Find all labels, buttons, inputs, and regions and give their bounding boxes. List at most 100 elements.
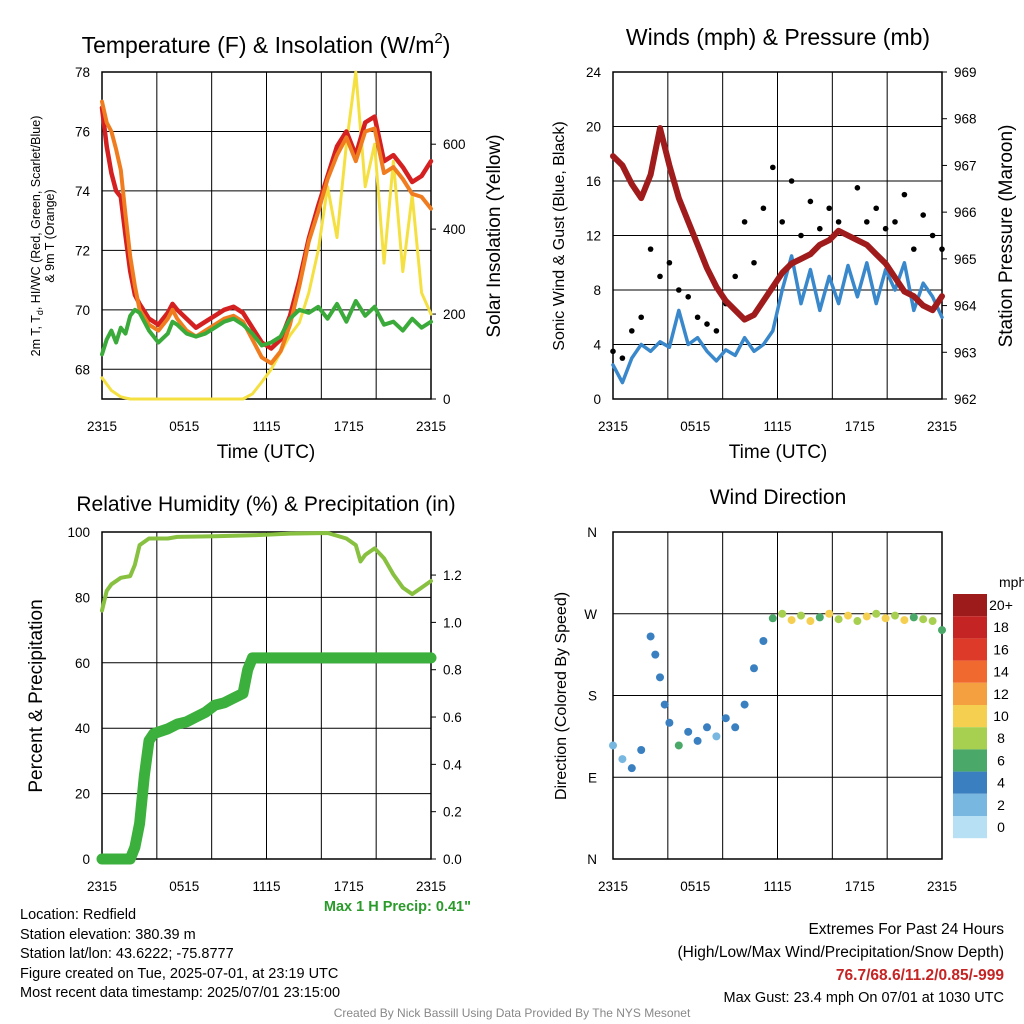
direction-point bbox=[778, 609, 787, 618]
y2-tick-label: 969 bbox=[954, 65, 977, 80]
dewpoint-line bbox=[100, 298, 433, 357]
y-tick-label: 68 bbox=[75, 362, 90, 377]
y-tick-label: 76 bbox=[75, 124, 90, 139]
legend-label: 18 bbox=[993, 619, 1009, 635]
direction-point bbox=[646, 632, 655, 641]
max-precip-annotation: Max 1 H Precip: 0.41" bbox=[324, 899, 471, 915]
x-tick-label: 2315 bbox=[927, 879, 957, 894]
gust-point bbox=[657, 273, 663, 280]
y-tick-label: 24 bbox=[586, 65, 602, 80]
gust-point bbox=[751, 259, 757, 266]
legend-swatch bbox=[953, 816, 987, 839]
x-tick-label: 2315 bbox=[87, 879, 117, 894]
y-tick-label: N bbox=[587, 852, 597, 867]
y2-tick-label: 962 bbox=[954, 392, 977, 407]
y-tick-label: 8 bbox=[593, 283, 601, 298]
legend-swatch bbox=[953, 705, 987, 728]
direction-point bbox=[637, 746, 646, 754]
legend-swatch bbox=[953, 594, 987, 617]
legend-label: 12 bbox=[993, 686, 1009, 702]
direction-point bbox=[684, 727, 693, 736]
station-info: Location: Redfield Station elevation: 38… bbox=[20, 906, 340, 1004]
x-tick-label: 2315 bbox=[416, 419, 446, 434]
gust-point bbox=[610, 348, 616, 355]
x-tick-label: 1715 bbox=[845, 419, 875, 434]
direction-point bbox=[919, 615, 928, 624]
y-tick-label: W bbox=[584, 607, 597, 622]
legend-swatch bbox=[953, 793, 987, 816]
y2-tick-label: 0 bbox=[443, 392, 451, 407]
x-tick-label: 1115 bbox=[252, 879, 280, 894]
gust-point bbox=[713, 328, 720, 334]
gust-point bbox=[798, 232, 804, 239]
x-tick-label: 2315 bbox=[598, 879, 628, 894]
gust-point bbox=[638, 314, 644, 321]
y-axis-label: 2m T, Td, HI/WC (Red, Green, Scarlet/Blu… bbox=[29, 116, 45, 357]
y-tick-label: 72 bbox=[75, 243, 90, 258]
gust-point bbox=[779, 219, 785, 225]
gust-point bbox=[911, 246, 917, 252]
direction-point bbox=[731, 723, 740, 732]
y-tick-label: E bbox=[588, 770, 597, 785]
y-label-rest: , HI/WC (Red, Green, Scarlet/Blue) bbox=[29, 116, 43, 311]
direction-point bbox=[844, 611, 852, 620]
gust-point bbox=[676, 287, 682, 293]
direction-point bbox=[703, 723, 711, 732]
gust-point bbox=[901, 191, 908, 198]
direction-point bbox=[674, 741, 683, 750]
y-tick-label: 100 bbox=[67, 525, 90, 540]
legend-swatch bbox=[953, 638, 987, 661]
extremes-block: Extremes For Past 24 Hours (High/Low/Max… bbox=[678, 918, 1005, 1010]
gust-point bbox=[760, 205, 767, 212]
gust-point bbox=[741, 219, 748, 225]
gust-point bbox=[939, 246, 945, 252]
legend-title: mph bbox=[999, 574, 1024, 590]
gust-point bbox=[685, 294, 691, 300]
credit-text: Created By Nick Bassill Using Data Provi… bbox=[333, 1006, 691, 1020]
gust-point bbox=[647, 246, 654, 252]
direction-point bbox=[712, 732, 721, 741]
x-tick-label: 1115 bbox=[763, 879, 791, 894]
direction-point bbox=[721, 714, 730, 723]
extremes-values: 76.7/68.6/11.2/0.85/-999 bbox=[835, 967, 1004, 984]
elevation-text: Station elevation: 380.39 m bbox=[20, 926, 196, 943]
y-tick-label: 20 bbox=[75, 787, 90, 802]
direction-point bbox=[891, 611, 899, 620]
legend-label: 10 bbox=[993, 708, 1009, 724]
direction-point bbox=[881, 614, 890, 623]
gust-point bbox=[770, 164, 776, 171]
gust-point bbox=[882, 225, 889, 232]
gust-point bbox=[854, 185, 861, 191]
direction-point bbox=[825, 609, 834, 618]
direction-point bbox=[627, 764, 636, 773]
direction-point bbox=[815, 613, 824, 622]
y-tick-label: S bbox=[588, 689, 597, 704]
direction-point bbox=[768, 614, 777, 623]
y-axis-label: Sonic Wind & Gust (Blue, Black) bbox=[551, 121, 568, 350]
extremes-subtitle: (High/Low/Max Wind/Precipitation/Snow De… bbox=[677, 944, 1005, 961]
y2-axis-label: Solar Insolation (Yellow) bbox=[484, 134, 505, 337]
y2-tick-label: 0.4 bbox=[443, 757, 462, 772]
legend-label: 0 bbox=[997, 819, 1005, 835]
direction-point bbox=[872, 609, 881, 618]
location-text: Location: Redfield bbox=[20, 907, 137, 923]
direction-point bbox=[693, 736, 702, 745]
direction-point bbox=[740, 700, 749, 709]
y2-tick-label: 0.8 bbox=[443, 663, 462, 678]
title-close: ) bbox=[443, 32, 451, 58]
legend-swatch bbox=[953, 682, 987, 705]
y2-tick-label: 963 bbox=[954, 345, 977, 360]
gust-point bbox=[732, 273, 738, 280]
y-tick-label: 4 bbox=[593, 338, 601, 353]
legend-label: 8 bbox=[997, 730, 1005, 746]
direction-point bbox=[750, 664, 758, 673]
gust-point bbox=[629, 328, 635, 334]
gust-point bbox=[892, 219, 898, 225]
gust-point bbox=[788, 178, 795, 184]
direction-point bbox=[797, 611, 805, 620]
y2-tick-label: 600 bbox=[443, 137, 466, 152]
y2-tick-label: 966 bbox=[954, 205, 977, 220]
x-tick-label: 0515 bbox=[680, 879, 710, 894]
y2-tick-label: 967 bbox=[954, 158, 977, 173]
